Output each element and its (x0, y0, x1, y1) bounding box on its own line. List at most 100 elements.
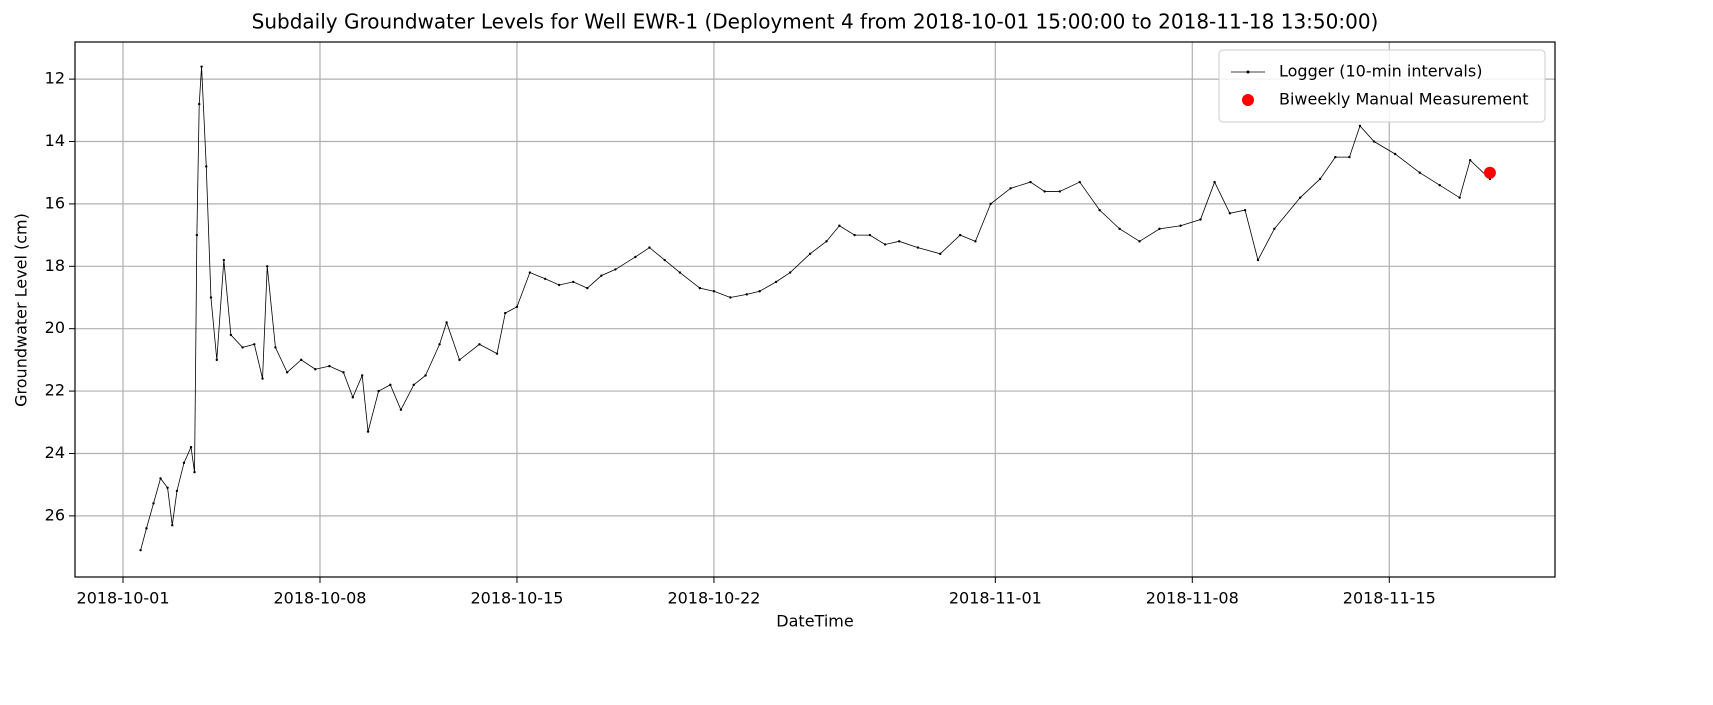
data-point (229, 333, 233, 337)
data-point (300, 358, 303, 362)
x-tick-label: 2018-11-08 (1146, 589, 1239, 608)
scatter-point (1483, 166, 1496, 179)
data-point (808, 252, 812, 256)
data-point (175, 489, 179, 493)
data-point (1458, 196, 1461, 199)
data-point (209, 296, 213, 299)
data-point (543, 277, 547, 280)
y-tick-label: 22 (45, 381, 65, 400)
data-point (274, 346, 277, 349)
data-point (504, 311, 507, 315)
data-point (897, 240, 901, 243)
data-point (916, 246, 920, 249)
legend-label: Logger (10-min intervals) (1279, 62, 1482, 81)
data-point (205, 165, 208, 168)
data-point (195, 233, 199, 237)
data-point (1438, 183, 1441, 187)
data-point (351, 396, 355, 399)
data-point (342, 371, 345, 374)
data-point (1468, 159, 1472, 162)
data-point (1118, 227, 1121, 231)
y-tick-label: 26 (45, 505, 65, 524)
data-point (974, 240, 977, 243)
x-tick-label: 2018-11-01 (949, 589, 1042, 608)
data-point (868, 233, 872, 237)
y-axis-label: Groundwater Level (cm) (12, 213, 31, 407)
data-point (377, 389, 380, 393)
data-point (261, 377, 264, 380)
data-point (182, 461, 186, 465)
data-point (586, 286, 589, 290)
data-point (853, 233, 856, 237)
data-point (634, 255, 637, 259)
data-point (678, 271, 682, 274)
data-point (412, 383, 415, 387)
x-tick-label: 2018-10-01 (77, 589, 170, 608)
data-point (1199, 218, 1202, 221)
data-point (285, 371, 289, 374)
y-tick-label: 14 (45, 131, 65, 150)
data-point (314, 368, 317, 371)
data-point (1029, 180, 1032, 184)
data-point (445, 321, 448, 324)
y-tick-label: 20 (45, 318, 65, 337)
y-tick-label: 16 (45, 193, 65, 212)
legend-swatch (1246, 70, 1250, 74)
data-point (1256, 258, 1260, 262)
data-point (515, 305, 519, 309)
data-point (389, 383, 392, 387)
data-point (424, 374, 427, 377)
data-point (788, 271, 792, 274)
data-point (1273, 227, 1276, 231)
data-point (241, 346, 244, 349)
data-point (360, 374, 364, 377)
data-point (1372, 140, 1376, 143)
data-point (145, 527, 148, 530)
data-point (438, 343, 441, 346)
chart-title: Subdaily Groundwater Levels for Well EWR… (252, 10, 1379, 34)
data-point (698, 286, 702, 290)
legend-label: Biweekly Manual Measurement (1279, 90, 1529, 109)
x-axis-label: DateTime (776, 612, 853, 631)
legend-swatch (1242, 94, 1254, 106)
data-point (729, 296, 732, 299)
data-point (253, 343, 256, 346)
data-point (958, 233, 962, 237)
data-point (1358, 124, 1362, 128)
legend: Logger (10-min intervals) Biweekly Manual… (1218, 49, 1546, 123)
y-tick-label: 18 (45, 256, 65, 275)
data-point (1058, 190, 1062, 193)
data-point (266, 265, 269, 268)
data-point (838, 224, 841, 227)
data-point (366, 430, 370, 433)
data-point (774, 280, 778, 284)
data-point (939, 252, 942, 256)
data-point (159, 477, 162, 480)
data-point (1138, 240, 1141, 243)
x-tick-label: 2018-11-15 (1343, 589, 1436, 608)
data-point (614, 268, 617, 271)
data-point (193, 470, 196, 474)
data-point (1334, 155, 1337, 159)
data-point (399, 408, 403, 411)
plot-frame (74, 41, 1556, 578)
data-point (458, 358, 461, 362)
data-point (1098, 208, 1101, 212)
data-point (198, 102, 201, 106)
data-point (572, 280, 575, 284)
data-point (1179, 224, 1182, 227)
data-point (1243, 208, 1247, 212)
data-point (1318, 177, 1322, 181)
data-point (1298, 196, 1302, 199)
data-point (215, 358, 219, 362)
data-point (1228, 212, 1232, 215)
data-point (758, 290, 761, 293)
data-point (1043, 190, 1046, 193)
data-point (328, 364, 331, 368)
y-tick-label: 12 (45, 69, 65, 88)
x-tick-label: 2018-10-22 (667, 589, 760, 608)
data-point (1158, 227, 1161, 231)
data-point (825, 240, 828, 243)
data-point (171, 524, 174, 527)
